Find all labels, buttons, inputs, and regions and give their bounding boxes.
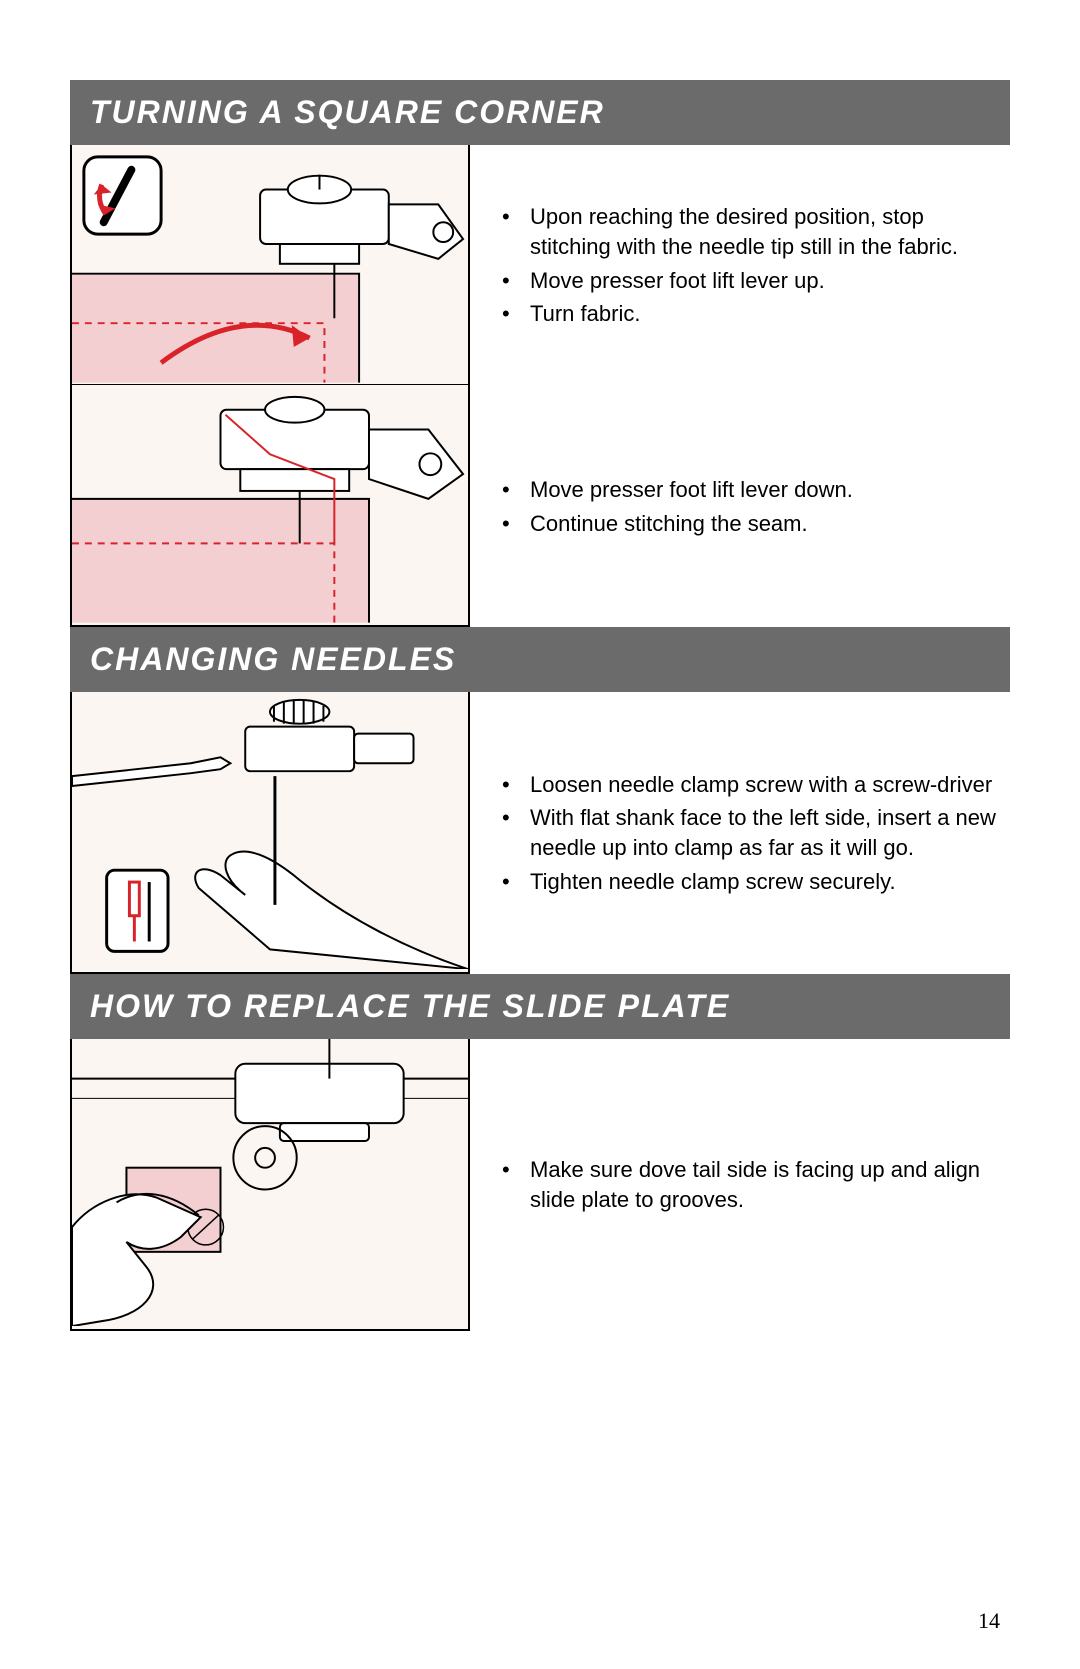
section-body-turning-corner: Upon reaching the desired position, stop… xyxy=(70,145,1010,627)
illustration-slide-plate xyxy=(72,1039,468,1329)
instruction-item: Tighten needle clamp screw securely. xyxy=(530,865,1010,899)
text-column: Make sure dove tail side is facing up an… xyxy=(470,1039,1010,1331)
section-header-slide-plate: HOW TO REPLACE THE SLIDE PLATE xyxy=(70,974,1010,1039)
page-number: 14 xyxy=(978,1608,1000,1634)
section-header-changing-needles: CHANGING NEEDLES xyxy=(70,627,1010,692)
instruction-list-2: Loosen needle clamp screw with a screw-d… xyxy=(500,768,1010,899)
illustration-corner-step-1 xyxy=(72,145,468,385)
illustration-column xyxy=(70,692,470,974)
instruction-item: Move presser foot lift lever up. xyxy=(530,264,1010,298)
section-header-turning-corner: TURNING A SQUARE CORNER xyxy=(70,80,1010,145)
manual-page: TURNING A SQUARE CORNER xyxy=(0,0,1080,1371)
illustration-corner-step-2 xyxy=(72,385,468,625)
instruction-list-3: Make sure dove tail side is facing up an… xyxy=(500,1153,1010,1216)
instruction-item: Move presser foot lift lever down. xyxy=(530,473,853,507)
illustration-column xyxy=(70,145,470,627)
section-body-changing-needles: Loosen needle clamp screw with a screw-d… xyxy=(70,692,1010,974)
instruction-item: Continue stitching the seam. xyxy=(530,507,853,541)
instruction-list-1a: Upon reaching the desired position, stop… xyxy=(500,200,1010,331)
instruction-item: Make sure dove tail side is facing up an… xyxy=(530,1153,1010,1216)
illustration-change-needle xyxy=(72,692,468,972)
illustration-column xyxy=(70,1039,470,1331)
text-column: Loosen needle clamp screw with a screw-d… xyxy=(470,692,1010,974)
instruction-list-1b: Move presser foot lift lever down. Conti… xyxy=(500,473,853,540)
instruction-item: Upon reaching the desired position, stop… xyxy=(530,200,1010,263)
instruction-item: Turn fabric. xyxy=(530,297,1010,331)
section-body-slide-plate: Make sure dove tail side is facing up an… xyxy=(70,1039,1010,1331)
text-column: Upon reaching the desired position, stop… xyxy=(470,145,1010,627)
instruction-item: Loosen needle clamp screw with a screw-d… xyxy=(530,768,1010,802)
instruction-item: With flat shank face to the left side, i… xyxy=(530,801,1010,864)
